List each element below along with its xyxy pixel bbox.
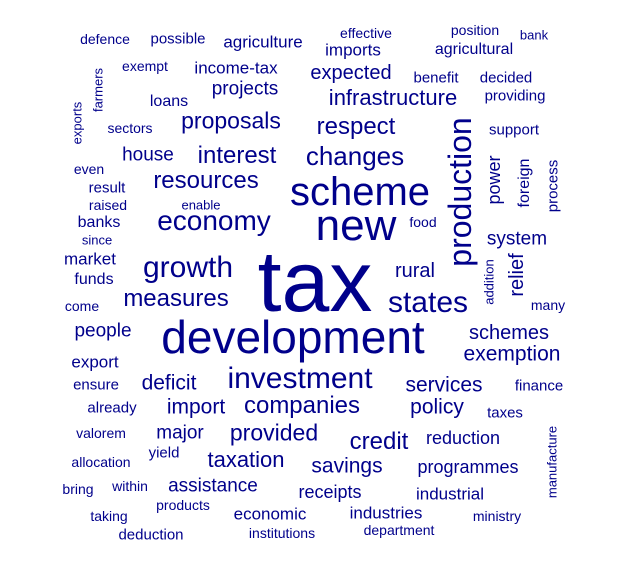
word-relief: relief [506,253,528,297]
word-rural: rural [394,260,436,282]
word-expected: expected [310,62,392,84]
word-development: development [161,311,425,363]
word-market: market [64,249,116,269]
word-department: department [363,522,435,538]
word-income-tax: income-tax [194,58,278,78]
word-come: come [64,298,100,314]
word-yield: yield [148,444,180,462]
word-support: support [488,121,540,139]
word-reduction: reduction [425,428,501,448]
word-scheme: scheme [289,170,431,214]
word-food: food [409,214,437,230]
word-proposals: proposals [181,107,281,134]
word-already: already [87,399,137,417]
word-assistance: assistance [168,475,258,497]
word-result: result [88,179,126,197]
word-bring: bring [62,481,94,497]
word-receipts: receipts [298,482,362,502]
word-new: new [315,201,397,250]
word-agricultural: agricultural [434,41,514,58]
word-products: products [156,497,210,513]
word-changes: changes [305,141,405,171]
word-defence: defence [80,31,130,47]
word-many: many [530,297,566,313]
word-benefit: benefit [413,69,459,87]
word-exempt: exempt [122,58,168,74]
word-infrastructure: infrastructure [328,85,458,110]
word-industrial: industrial [415,484,485,504]
word-process: process [544,159,562,213]
word-states: states [387,286,469,319]
word-programmes: programmes [417,457,519,477]
word-services: services [405,373,483,397]
word-ensure: ensure [73,376,119,394]
word-addition: addition [481,259,497,305]
word-major: major [156,422,204,444]
word-interest: interest [197,142,277,169]
word-institutions: institutions [248,525,316,541]
word-investment: investment [227,362,373,395]
word-providing: providing [484,87,546,105]
word-house: house [122,144,174,166]
word-import: import [166,395,226,419]
word-companies: companies [243,392,361,419]
word-taxation: taxation [207,447,285,472]
word-schemes: schemes [468,322,550,344]
word-imports: imports [325,40,381,60]
word-allocation: allocation [71,454,131,470]
word-taking: taking [90,508,128,524]
word-possible: possible [150,30,206,48]
word-economic: economic [233,504,307,524]
word-policy: policy [410,395,464,419]
word-credit: credit [349,428,409,455]
word-resources: resources [153,167,259,194]
word-exports: exports [69,101,85,145]
word-measures: measures [123,285,229,312]
word-savings: savings [311,454,383,478]
word-decided: decided [479,69,533,87]
word-sectors: sectors [107,120,153,136]
word-export: export [71,352,119,372]
word-growth: growth [142,251,234,284]
word-since: since [81,232,113,248]
word-taxes: taxes [487,404,523,422]
word-enable: enable [181,197,221,213]
word-projects: projects [211,78,279,100]
word-finance: finance [514,377,564,395]
word-economy: economy [157,205,271,236]
word-respect: respect [316,113,396,140]
word-exemption: exemption [463,342,561,366]
word-tax: tax [257,234,373,330]
word-funds: funds [74,271,114,288]
word-agriculture: agriculture [223,32,303,52]
word-loans: loans [149,93,189,110]
word-valorem: valorem [76,425,126,441]
word-foreign: foreign [516,158,533,208]
word-effective: effective [340,25,392,41]
word-position: position [450,22,500,38]
word-people: people [74,320,132,342]
word-even: even [73,161,105,177]
word-bank: bank [519,27,549,43]
word-production: production [442,117,478,267]
word-raised: raised [88,197,128,213]
word-industries: industries [349,503,423,523]
word-deficit: deficit [141,371,197,395]
word-deduction: deduction [118,526,184,544]
word-provided: provided [229,419,319,446]
word-manufacture: manufacture [544,425,560,499]
word-farmers: farmers [90,67,106,113]
word-power: power [484,155,504,205]
word-system: system [486,228,548,250]
word-within: within [112,478,148,494]
word-banks: banks [77,214,121,231]
word-ministry: ministry [472,508,522,524]
